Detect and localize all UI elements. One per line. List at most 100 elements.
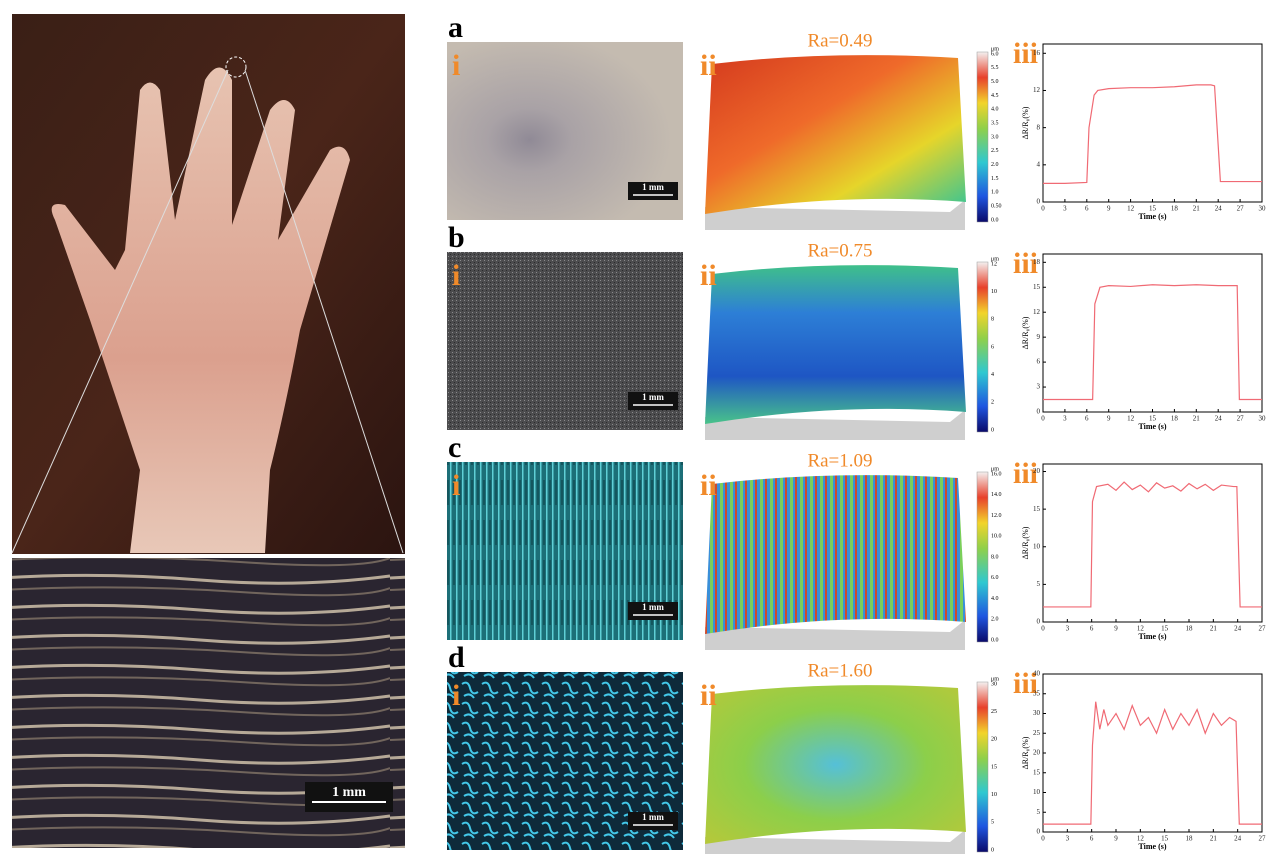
- image-label: i: [452, 679, 460, 712]
- image-label: i: [452, 469, 460, 502]
- y-tick-label: 15: [1033, 768, 1041, 776]
- x-tick-label: 18: [1186, 625, 1194, 633]
- scale-bar: 1 mm: [642, 602, 664, 612]
- roughness: Ra=0.49: [807, 30, 872, 51]
- x-tick-label: 18: [1171, 205, 1179, 213]
- colorbar-tick: 5.0: [991, 79, 999, 85]
- colorbar-tick: 0.0: [991, 217, 999, 223]
- surface-3d: [705, 55, 966, 214]
- image-label: i: [452, 49, 460, 82]
- x-tick-label: 9: [1107, 205, 1111, 213]
- x-tick-label: 0: [1041, 835, 1045, 843]
- colorbar-tick: 4.5: [991, 93, 999, 99]
- y-tick-label: 4: [1037, 160, 1041, 168]
- panel-label: d: [448, 641, 465, 674]
- x-axis-label: Time (s): [1138, 842, 1166, 851]
- colorbar: [977, 682, 988, 852]
- x-tick-label: 3: [1063, 415, 1067, 423]
- x-axis-label: Time (s): [1138, 422, 1166, 431]
- colorbar-tick: 2.0: [991, 162, 999, 168]
- plot-frame: [1043, 44, 1262, 202]
- y-tick-label: 15: [1033, 505, 1041, 513]
- colorbar-tick: 25: [991, 709, 997, 715]
- x-tick-label: 18: [1171, 415, 1179, 423]
- colorbar-tick: 1.5: [991, 176, 999, 182]
- x-tick-label: 0: [1041, 625, 1045, 633]
- y-tick-label: 3: [1037, 383, 1041, 391]
- colorbar-tick: 2.5: [991, 148, 999, 154]
- surface-label: ii: [700, 679, 717, 712]
- colorbar-tick: 15: [991, 764, 997, 770]
- colorbar-tick: 6: [991, 344, 994, 350]
- y-tick-label: 25: [1033, 729, 1041, 737]
- x-tick-label: 27: [1259, 835, 1267, 843]
- x-tick-label: 6: [1090, 625, 1094, 633]
- y-axis-label: ΔR/R₀(%): [1021, 736, 1030, 769]
- x-tick-label: 0: [1041, 415, 1045, 423]
- scale-bar: 1 mm: [642, 182, 664, 192]
- y-tick-label: 15: [1033, 283, 1041, 291]
- y-tick-label: 35: [1033, 689, 1041, 697]
- x-tick-label: 9: [1114, 625, 1118, 633]
- x-tick-label: 21: [1193, 415, 1201, 423]
- panel-label: c: [448, 431, 461, 464]
- colorbar-tick: 3.5: [991, 121, 999, 127]
- y-tick-label: 12: [1033, 86, 1041, 94]
- surface-label: ii: [700, 469, 717, 502]
- x-axis-label: Time (s): [1138, 212, 1166, 221]
- colorbar-tick: 10: [991, 792, 997, 798]
- scale-bar: 1 mm: [642, 812, 664, 822]
- y-tick-label: 16: [1033, 49, 1041, 57]
- colorbar-tick: 5.5: [991, 65, 999, 71]
- x-tick-label: 3: [1066, 625, 1070, 633]
- figure: 1 mm ai1 mmiiRa=0.49μm0.00.501.01.52.02.…: [0, 0, 1267, 854]
- colorbar-tick: 6.0: [991, 51, 999, 57]
- y-axis-label: ΔR/R₀(%): [1021, 106, 1030, 139]
- colorbar-tick: 0: [991, 427, 994, 433]
- colorbar-tick: 2: [991, 400, 994, 406]
- surface-label: ii: [700, 49, 717, 82]
- x-tick-label: 21: [1210, 625, 1218, 633]
- colorbar-tick: 10.0: [991, 534, 1002, 540]
- x-tick-label: 6: [1085, 415, 1089, 423]
- y-tick-label: 18: [1033, 258, 1041, 266]
- hand-photo: [12, 14, 405, 554]
- colorbar-tick: 5: [991, 820, 994, 826]
- colorbar: [977, 262, 988, 432]
- x-tick-label: 9: [1107, 415, 1111, 423]
- y-tick-label: 5: [1037, 808, 1041, 816]
- colorbar-tick: 0.50: [991, 204, 1002, 210]
- x-tick-label: 27: [1259, 625, 1267, 633]
- colorbar: [977, 472, 988, 642]
- x-tick-label: 3: [1063, 205, 1067, 213]
- x-tick-label: 21: [1210, 835, 1218, 843]
- x-tick-label: 21: [1193, 205, 1201, 213]
- colorbar-tick: 1.0: [991, 190, 999, 196]
- image-label: i: [452, 259, 460, 292]
- x-tick-label: 24: [1234, 835, 1242, 843]
- y-tick-label: 6: [1037, 358, 1041, 366]
- fingerprint-photo: 1 mm: [12, 558, 405, 848]
- y-tick-label: 10: [1033, 788, 1041, 796]
- surface-3d: [705, 685, 966, 844]
- colorbar-tick: 8: [991, 317, 994, 323]
- colorbar-tick: 16.0: [991, 471, 1002, 477]
- x-tick-label: 27: [1237, 415, 1245, 423]
- x-tick-label: 12: [1127, 205, 1135, 213]
- x-tick-label: 12: [1127, 415, 1135, 423]
- panel-label: a: [448, 11, 463, 44]
- y-tick-label: 40: [1033, 670, 1041, 678]
- colorbar-tick: 4: [991, 372, 994, 378]
- colorbar-tick: 30: [991, 681, 997, 687]
- plot-frame: [1043, 254, 1262, 412]
- scale-bar: 1 mm: [332, 785, 366, 800]
- colorbar-tick: 20: [991, 737, 997, 743]
- surface-3d: [705, 265, 966, 424]
- colorbar-tick: 0: [991, 847, 994, 853]
- y-axis-label: ΔR/R₀(%): [1021, 526, 1030, 559]
- colorbar-tick: 2.0: [991, 617, 999, 623]
- x-tick-label: 18: [1186, 835, 1194, 843]
- y-tick-label: 20: [1033, 467, 1041, 475]
- x-tick-label: 6: [1090, 835, 1094, 843]
- colorbar-tick: 4.0: [991, 596, 999, 602]
